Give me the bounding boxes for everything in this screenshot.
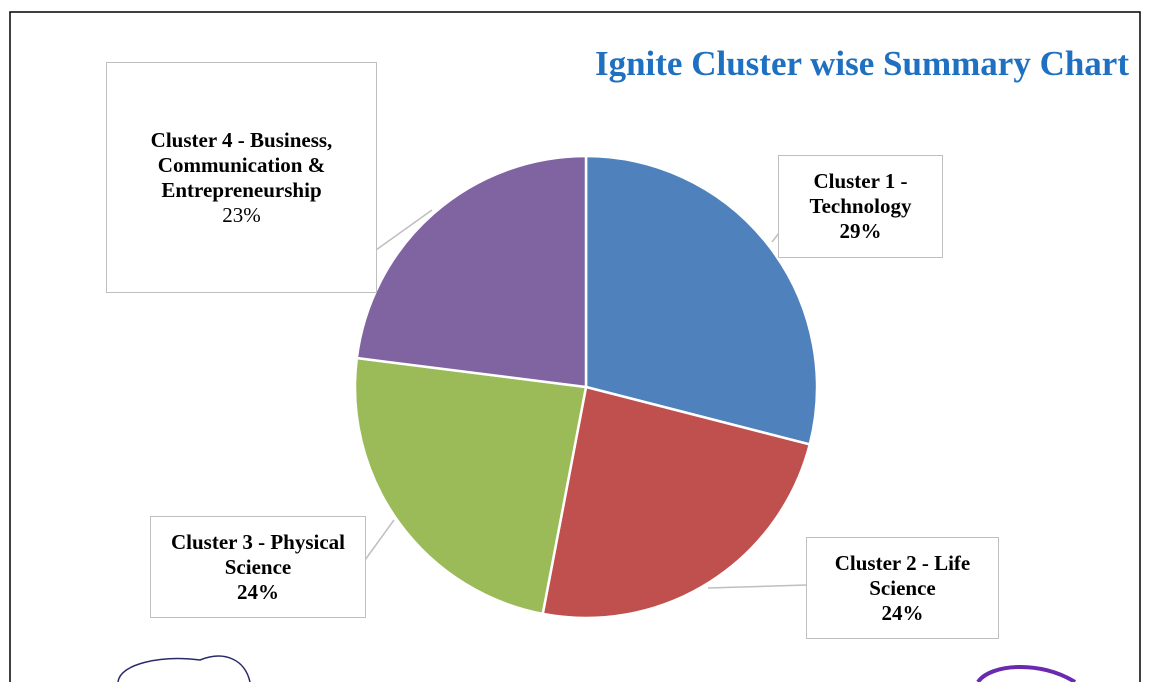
- data-label: Cluster 2 - Life Science 24%: [806, 537, 999, 639]
- frame: [9, 11, 1141, 682]
- data-label: Cluster 4 - Business, Communication & En…: [106, 62, 377, 293]
- pie-slice: [584, 154, 819, 446]
- doodle: [976, 664, 1077, 682]
- chart-title: Ignite Cluster wise Summary Chart: [594, 44, 1129, 83]
- category-name: Cluster 4 - Business, Communication & En…: [150, 127, 333, 202]
- leader-line: [375, 209, 433, 251]
- category-name: Cluster 1 - Technology: [809, 169, 912, 218]
- pie-slice: [541, 385, 812, 620]
- data-label: Cluster 1 - Technology 29%: [778, 155, 943, 258]
- leader-line: [364, 519, 395, 561]
- doodle: [117, 655, 251, 682]
- value-label: 24%: [237, 579, 279, 604]
- category-name: Cluster 3 - Physical Science: [170, 529, 346, 579]
- value-label: 24%: [881, 600, 924, 625]
- value-label: 23%: [222, 202, 261, 227]
- pie-slice: [355, 154, 588, 389]
- category-name: Cluster 2 - Life Science: [834, 550, 971, 600]
- value-label: 29%: [839, 219, 882, 243]
- pie: [353, 154, 819, 620]
- pie-slice: [353, 356, 588, 616]
- data-label: Cluster 3 - Physical Science 24%: [150, 516, 366, 618]
- leader-line: [707, 584, 807, 589]
